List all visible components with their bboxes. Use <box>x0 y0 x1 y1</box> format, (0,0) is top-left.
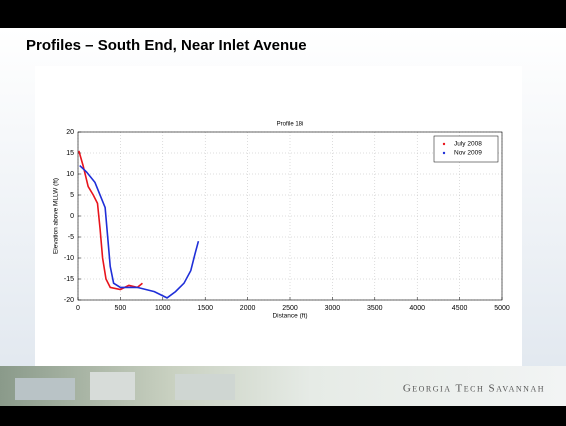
y-tick-label: -5 <box>68 234 74 241</box>
chart: Profile 18i 0 500 1000 1500 2000 2500 3000 3500 4… <box>53 122 510 320</box>
x-tick-label: 1500 <box>197 305 213 312</box>
y-tick-label: 15 <box>66 150 74 157</box>
x-tick-label: 2500 <box>282 305 298 312</box>
x-tick-label: 3000 <box>325 305 341 312</box>
x-tick-label: 3500 <box>367 305 383 312</box>
x-tick-label: 0 <box>76 305 80 312</box>
y-tick-label: 5 <box>70 192 74 199</box>
legend-box <box>433 135 499 163</box>
y-tick-label: 10 <box>66 171 74 178</box>
building <box>90 372 135 400</box>
footer-text: Georgia Tech Savannah <box>403 383 545 395</box>
series-line <box>79 165 200 299</box>
y-tick-label: -10 <box>64 255 74 262</box>
building <box>15 378 75 400</box>
x-tick-label: 4000 <box>409 305 425 312</box>
x-tick-label: 1000 <box>155 305 171 312</box>
y-tick-label: 0 <box>70 213 74 220</box>
y-axis-label: Elevation above MLLW (ft) <box>53 178 60 254</box>
y-tick-label: -20 <box>64 297 74 304</box>
chart-title: Profile 18i <box>277 122 304 128</box>
series-line <box>78 150 143 291</box>
x-tick-label: 4500 <box>452 305 468 312</box>
chart-bg <box>35 66 522 366</box>
legend-swatch <box>442 142 446 146</box>
x-tick-label: 500 <box>115 305 127 312</box>
x-tick-label: 2000 <box>240 305 256 312</box>
y-tick-label: 20 <box>66 129 74 136</box>
x-tick-label: 5000 <box>494 305 510 312</box>
legend-swatch <box>442 151 446 155</box>
x-axis-label: Distance (ft) <box>272 313 307 320</box>
legend-label: Nov 2009 <box>454 150 482 157</box>
building <box>175 374 235 400</box>
legend-label: July 2008 <box>454 141 482 148</box>
y-tick-label: -15 <box>64 276 74 283</box>
plot-frame <box>77 131 503 301</box>
slide-title: Profiles – South End, Near Inlet Avenue <box>26 37 307 54</box>
